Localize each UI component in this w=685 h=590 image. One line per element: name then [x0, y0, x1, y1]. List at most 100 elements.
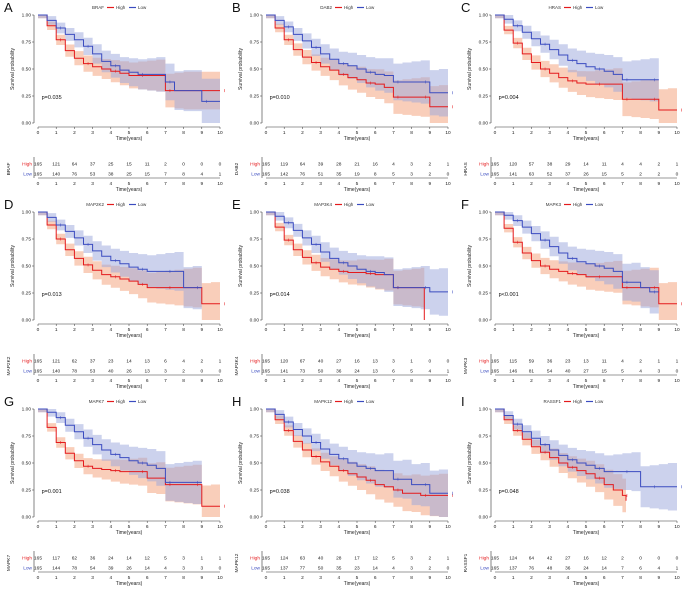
risk-count-high: 24 [108, 556, 114, 562]
legend-label-high: High [573, 202, 583, 207]
y-tick-label: 1.00 [250, 210, 260, 216]
risk-x-tick-label: 1 [283, 378, 286, 384]
x-tick-label: 0 [265, 327, 268, 333]
risk-count-high: 23 [108, 359, 114, 365]
risk-label-high: High [22, 162, 32, 168]
risk-x-tick-label: 4 [566, 378, 569, 384]
risk-count-low: 137 [509, 566, 517, 572]
x-tick-label: 9 [428, 327, 431, 333]
risk-x-tick-label: 7 [392, 575, 395, 581]
y-tick-label: 0.25 [479, 94, 489, 100]
y-tick-label: 0.75 [479, 237, 489, 243]
risk-count-low: 140 [52, 172, 60, 178]
risk-x-tick-label: 7 [392, 378, 395, 384]
p-value: p<0.001 [499, 292, 519, 298]
risk-count-low: 3 [200, 566, 203, 572]
risk-count-high: 119 [280, 162, 288, 168]
risk-count-low: 25 [126, 172, 132, 178]
risk-count-low: 5 [410, 369, 413, 375]
legend-label-low: Low [595, 202, 604, 207]
risk-count-low: 51 [318, 172, 324, 178]
x-tick-label: 2 [73, 130, 76, 136]
x-tick-label: 4 [337, 524, 340, 530]
km-curve-low [38, 211, 202, 289]
km-curve-high [266, 14, 448, 108]
risk-count-low: 7 [164, 172, 167, 178]
risk-count-high: 121 [52, 359, 60, 365]
x-tick-label: 10 [674, 524, 680, 530]
risk-x-tick-label: 10 [674, 378, 680, 384]
risk-count-low: 35 [336, 172, 342, 178]
risk-count-high: 0 [447, 359, 450, 365]
legend-label-low: Low [366, 5, 375, 10]
y-tick-label: 0.50 [479, 67, 489, 73]
risk-label-high: High [250, 359, 260, 365]
risk-count-low: 19 [354, 172, 360, 178]
ci-band-high [38, 212, 220, 320]
ci-band-low [495, 212, 659, 315]
risk-x-axis-title: Time(years) [116, 384, 143, 390]
legend-label-low: Low [595, 399, 604, 404]
risk-label-low: Low [23, 566, 32, 572]
risk-count-high: 165 [262, 162, 270, 168]
risk-count-high: 62 [72, 359, 78, 365]
legend-label-low: Low [138, 5, 147, 10]
p-value: p=0.013 [42, 292, 62, 298]
risk-x-tick-label: 4 [109, 378, 112, 384]
risk-x-tick-label: 1 [55, 378, 58, 384]
risk-count-low: 8 [182, 172, 185, 178]
x-tick-label: 10 [217, 130, 223, 136]
risk-x-tick-label: 9 [200, 181, 203, 187]
risk-table-title: MAP2K2 [6, 356, 12, 375]
y-tick-label: 0.25 [22, 94, 32, 100]
x-tick-label: 9 [200, 130, 203, 136]
km-panel-b: B DAB2 High Low 0.00 0.25 0.50 0.75 1.00 0 1 2 3 4 5 6 7… [232, 0, 453, 193]
x-tick-label: 8 [639, 327, 642, 333]
risk-x-axis-title: Time(years) [344, 187, 371, 193]
y-tick-label: 0.75 [479, 434, 489, 440]
risk-x-tick-label: 3 [91, 181, 94, 187]
km-curve-low [266, 408, 448, 494]
risk-x-tick-label: 10 [674, 575, 680, 581]
risk-count-low: 48 [547, 566, 553, 572]
x-tick-label: 9 [200, 327, 203, 333]
risk-count-high: 59 [529, 359, 535, 365]
risk-count-low: 76 [529, 566, 535, 572]
x-tick-label: 7 [621, 327, 624, 333]
risk-count-high: 4 [621, 162, 624, 168]
risk-count-high: 11 [145, 162, 150, 168]
risk-count-high: 2 [164, 162, 167, 168]
risk-count-high: 1 [200, 556, 203, 562]
risk-count-high: 62 [72, 556, 78, 562]
x-tick-label: 0 [494, 130, 497, 136]
risk-x-tick-label: 6 [603, 181, 606, 187]
legend-label-high: High [344, 5, 354, 10]
risk-x-tick-label: 3 [548, 575, 551, 581]
legend-label-low: Low [595, 5, 604, 10]
risk-count-low: 26 [583, 172, 589, 178]
risk-count-high: 165 [491, 162, 499, 168]
risk-x-tick-label: 2 [73, 575, 76, 581]
risk-x-axis-title: Time(years) [573, 384, 600, 390]
x-tick-label: 7 [392, 327, 395, 333]
risk-count-high: 0 [200, 162, 203, 168]
risk-x-tick-label: 8 [182, 575, 185, 581]
risk-count-high: 28 [336, 556, 342, 562]
risk-count-high: 165 [262, 556, 270, 562]
y-axis-title: Survival probability [467, 245, 473, 287]
x-tick-label: 9 [657, 130, 660, 136]
risk-table-title: RASSF1 [463, 553, 469, 572]
risk-x-tick-label: 2 [530, 575, 533, 581]
x-tick-label: 0 [37, 524, 40, 530]
risk-count-high: 16 [373, 162, 379, 168]
risk-count-low: 50 [318, 566, 324, 572]
x-tick-label: 1 [283, 327, 286, 333]
risk-count-low: 3 [410, 566, 413, 572]
x-tick-label: 9 [200, 524, 203, 530]
risk-count-low: 0 [447, 566, 450, 572]
risk-table-title: DAB2 [234, 162, 240, 175]
risk-x-tick-label: 8 [410, 181, 413, 187]
y-tick-label: 0.25 [250, 94, 260, 100]
x-tick-label: 3 [319, 130, 322, 136]
